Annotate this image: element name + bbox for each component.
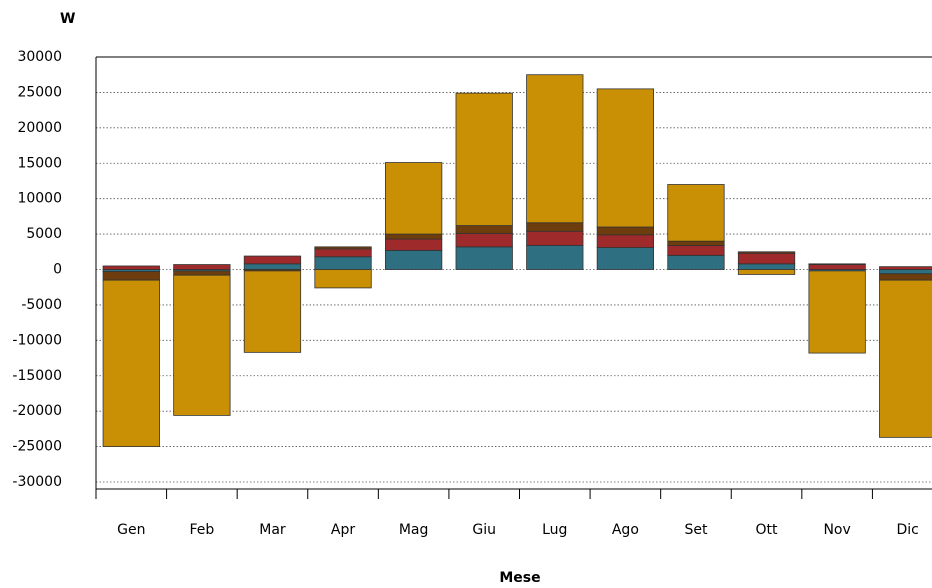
bar-segment <box>526 74 584 224</box>
y-tick-label: 25000 <box>17 84 62 100</box>
bar-segment <box>596 88 655 228</box>
y-tick-label: 15000 <box>17 155 62 171</box>
bar-segment <box>879 269 932 275</box>
bar-segment <box>667 240 725 246</box>
x-tick-label: Mar <box>259 522 286 538</box>
bar-segment <box>384 249 443 270</box>
y-tick-label: -15000 <box>12 368 62 384</box>
y-tick-label: 0 <box>53 262 62 278</box>
bar-segment <box>808 270 866 354</box>
x-tick-label: Mag <box>399 522 429 538</box>
bar-segment <box>102 271 160 281</box>
bar-segment <box>384 162 443 235</box>
bar-segment <box>879 266 932 270</box>
x-tick-label: Lug <box>542 522 567 538</box>
x-axis-title: Mese <box>499 570 540 586</box>
y-tick-label: -5000 <box>21 297 62 313</box>
bar-segment <box>879 279 932 438</box>
bar-segment <box>314 256 372 270</box>
bar-segment <box>667 184 725 242</box>
bar-segment <box>455 232 513 248</box>
y-tick-label: 5000 <box>26 226 62 242</box>
bar-segment <box>526 245 584 270</box>
bar-segment <box>243 263 302 270</box>
bar-segment <box>384 233 443 240</box>
bar-segment <box>808 263 866 265</box>
y-tick-label: -20000 <box>12 403 62 419</box>
bar-segment <box>102 265 160 270</box>
bar-segment <box>737 252 796 265</box>
bar-segment <box>596 234 655 248</box>
bar-segment <box>314 246 372 250</box>
x-tick-label: Dic <box>897 522 919 538</box>
y-tick-label: -30000 <box>12 474 62 490</box>
y-tick-label: 10000 <box>17 191 62 207</box>
bar-segment <box>173 264 231 270</box>
y-tick-label: 20000 <box>17 120 62 136</box>
bar-segment <box>384 238 443 251</box>
x-tick-label: Apr <box>331 522 355 538</box>
bar-segment <box>243 255 302 265</box>
bar-segment <box>455 246 513 270</box>
x-tick-label: Ott <box>756 522 779 538</box>
bar-segment <box>737 263 796 270</box>
y-tick-label: -10000 <box>12 332 62 348</box>
bar-segment <box>173 274 231 416</box>
bar-segment <box>667 254 725 270</box>
bar-segment <box>596 247 655 270</box>
y-tick-label: -25000 <box>12 439 62 455</box>
bar-segment <box>455 92 513 226</box>
chart-title: W <box>60 11 75 27</box>
x-tick-label: Nov <box>823 522 850 538</box>
y-tick-label: 30000 <box>17 49 62 65</box>
bar-segment <box>737 269 796 275</box>
bar-segment <box>455 225 513 234</box>
x-tick-label: Giu <box>472 522 496 538</box>
bar-segment <box>314 248 372 258</box>
bar-segment <box>102 279 160 447</box>
x-tick-label: Gen <box>117 522 145 538</box>
bar-segment <box>526 222 584 232</box>
bar-segment <box>808 264 866 270</box>
x-tick-label: Ago <box>612 522 639 538</box>
bar-segment <box>526 230 584 246</box>
bar-segment <box>173 270 231 276</box>
bar-segment <box>667 245 725 256</box>
bar-segment <box>314 269 372 289</box>
x-tick-label: Set <box>684 522 708 538</box>
bar-segment <box>243 270 302 353</box>
bar-segment <box>737 251 796 254</box>
x-tick-label: Feb <box>189 522 214 538</box>
bar-segment <box>596 226 655 236</box>
bar-segment <box>879 273 932 281</box>
